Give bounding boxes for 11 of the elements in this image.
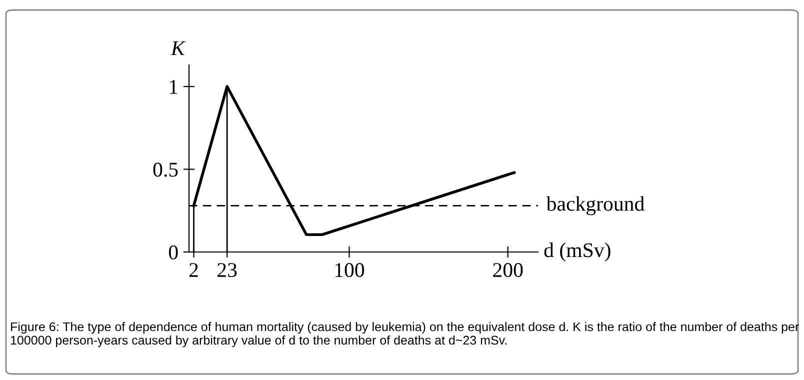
caption: Figure 6: The type of dependence of human mortality (caused by leukemia) on the equivalent dose d. K is the ratio of the number of deaths per 100000 person-years caused by arbitrary value of d to the number of deaths at d~23 mSv.: [10, 322, 799, 348]
x-tick-label: 2: [189, 263, 198, 277]
x-tick-label: 23: [218, 263, 237, 278]
x-axis-title: d (mSv): [544, 242, 610, 262]
x-tick-label: 200: [493, 263, 523, 278]
x-tick-label: 100: [335, 263, 364, 278]
y-tick-label: 1: [170, 80, 178, 94]
y-axis-title: K: [170, 41, 186, 56]
ref-line-label: background: [546, 196, 644, 216]
y-tick-label: 0: [168, 245, 178, 260]
y-tick-label: 0.5: [153, 162, 178, 177]
